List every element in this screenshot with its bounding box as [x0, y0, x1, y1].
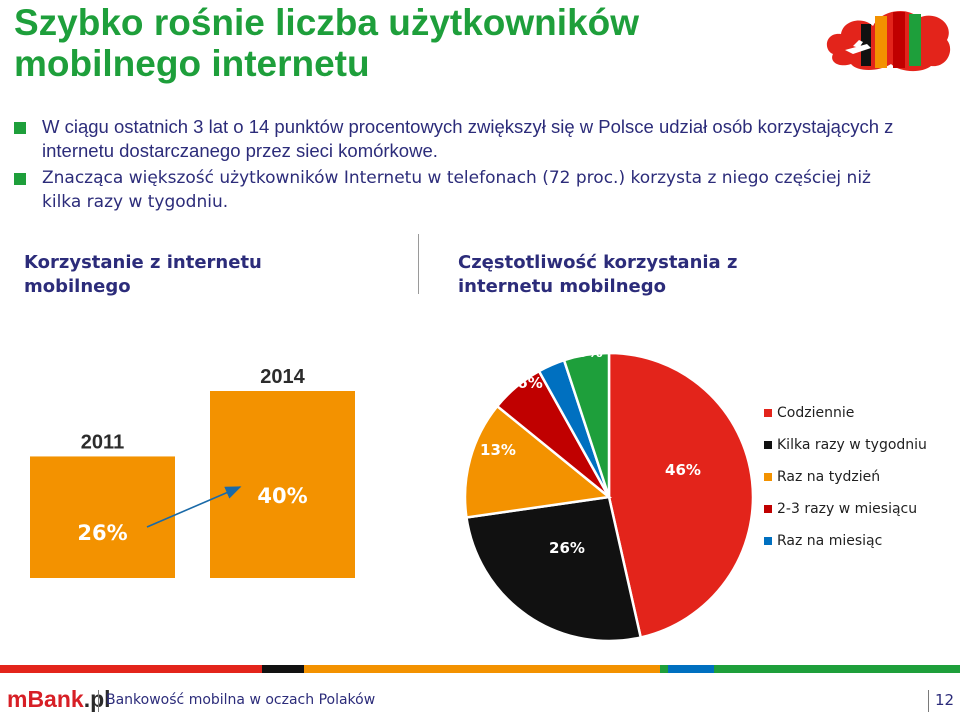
pie-slice [465, 495, 643, 643]
pie-legend: Codziennie Kilka razy w tygodniu Raz na ty… [764, 402, 927, 562]
bar-2014 [210, 391, 355, 578]
legend-label: Codziennie [777, 405, 855, 421]
legend-label: Raz na tydzień [777, 469, 881, 485]
section-divider [418, 234, 419, 294]
footer-title: Bankowość mobilna w oczach Polaków [106, 692, 376, 708]
legend-item: Raz na tydzień [764, 466, 927, 498]
stripe-segment [262, 665, 304, 673]
pie-slice [463, 404, 613, 519]
legend-label: Raz na miesiąc [777, 533, 883, 549]
page-number: 12 [935, 691, 955, 709]
bar-2011 [30, 456, 175, 578]
bullet-item: Znacząca większość użytkowników Internet… [14, 166, 914, 214]
bar-value-label: 26% [77, 521, 127, 545]
bullet-square-icon [14, 122, 26, 134]
bar-chart: 2011 2014 26% 40% [30, 366, 355, 578]
pie-value-label: 13% [480, 441, 516, 459]
bullet-text: Znacząca większość użytkowników Internet… [42, 168, 871, 212]
legend-item: 2-3 razy w miesiącu [764, 498, 927, 530]
brand-domain: .pl [84, 686, 111, 712]
page-number-separator [928, 690, 929, 712]
legend-item: Codziennie [764, 402, 927, 434]
legend-item: Kilka razy w tygodniu [764, 434, 927, 466]
stripe-segment [668, 665, 714, 673]
bullet-text: W ciągu ostatnich 3 lat o 14 punktów pro… [42, 116, 894, 161]
footer-separator [98, 690, 99, 712]
legend-swatch-icon [764, 473, 772, 481]
legend-label: 2-3 razy w miesiącu [777, 501, 918, 517]
stripe-segment [660, 665, 668, 673]
brand-logo-graphic [826, 11, 951, 72]
legend-swatch-icon [764, 505, 772, 513]
stripe-segment [304, 665, 660, 673]
bar-category-label: 2011 [81, 431, 124, 453]
bar-value-label: 40% [257, 484, 307, 508]
legend-swatch-icon [764, 441, 772, 449]
stripe-segment [0, 665, 262, 673]
brand-name: mBank [7, 686, 84, 712]
brand-logo: mBank.pl [7, 685, 111, 713]
stripe-segment [714, 665, 960, 673]
bullet-square-icon [14, 173, 26, 185]
legend-label: Kilka razy w tygodniu [777, 437, 927, 453]
pie-slice [607, 351, 755, 639]
bullet-list: W ciągu ostatnich 3 lat o 14 punktów pro… [14, 115, 914, 214]
legend-swatch-icon [764, 537, 772, 545]
pie-value-label: 6% [517, 374, 542, 392]
footer-color-stripe [0, 665, 960, 673]
growth-arrow [146, 486, 242, 528]
pie-chart: 46% 26% 13% 6%3% 5% [463, 343, 755, 643]
legend-item: Raz na miesiąc [764, 530, 927, 562]
pie-value-label: 3% [542, 345, 567, 363]
pie-slice [562, 351, 611, 498]
left-chart-heading: Korzystanie z internetu mobilnego [24, 252, 262, 297]
pie-value-label: 5% [577, 343, 602, 361]
legend-swatch-icon [764, 409, 772, 417]
slide-title: Szybko rośnie liczba użytkowników mobiln… [14, 2, 640, 84]
right-chart-heading: Częstotliwość korzystania z internetu mo… [458, 252, 738, 297]
pie-value-label: 26% [549, 539, 585, 557]
bullet-item: W ciągu ostatnich 3 lat o 14 punktów pro… [14, 115, 914, 163]
bar-category-label: 2014 [260, 366, 305, 388]
pie-value-label: 46% [665, 461, 701, 479]
